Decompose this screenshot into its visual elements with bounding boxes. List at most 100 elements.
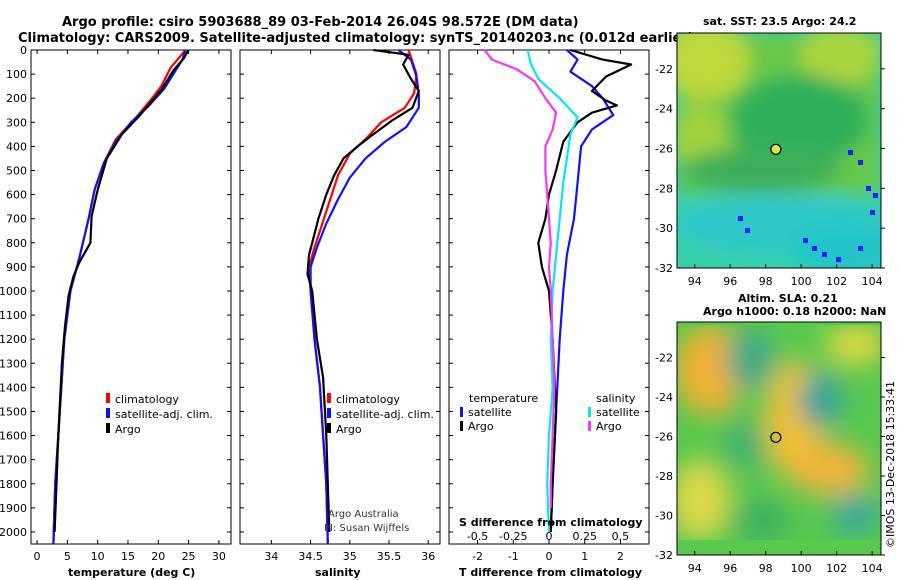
map-y-tick-label: -30 [655,510,673,523]
x-tick-label: 5 [64,550,71,563]
legend-label-s-satellite: satellite [596,406,640,419]
salinity-profiles: 34 34.5 35 35.5 36 [264,48,435,563]
depth-tick-label: 200 [6,92,27,105]
x-tick-label: 20 [151,550,165,563]
sst-gap [836,257,841,262]
map-x-tick-label: 104 [862,562,883,575]
difference-profiles: -2 -1 0 1 2 -0.5 -0.25 0 0.25 0.5 [467,48,633,563]
sla-map: Altim. SLA: 0.21 Argo h1000: 0.18 h2000:… [655,292,886,575]
legend-swatch-t-argo [460,421,463,431]
x2-tick-label: -0.5 [467,530,488,543]
depth-tick-label: 500 [6,164,27,177]
legend-swatch-climatology [327,393,331,403]
salinity-axis-label: salinity [315,566,361,579]
depth-tick-label: 700 [6,213,27,226]
figure-title-line1: Argo profile: csiro 5903688_89 03-Feb-20… [62,15,579,30]
map-x-tick-label: 100 [791,562,812,575]
sla-high [790,445,870,495]
series-line-t-satellite [549,49,615,533]
map-y-tick-label: -28 [655,182,673,195]
sst-gap [873,193,878,198]
map-x-tick-label: 98 [759,562,773,575]
credit-line1: Argo Australia [328,509,399,520]
figure-title-line2: Climatology: CARS2009. Satellite-adjuste… [18,31,694,46]
sst-cool-patch [790,225,881,268]
x-tick-label: 10 [91,550,105,563]
map-x-tick-label: 96 [723,275,737,288]
depth-tick-label: 600 [6,189,27,202]
map-x-tick-label: 96 [723,562,737,575]
sst-gap [858,246,863,251]
sst-gap [822,252,827,257]
difference-axis-label: T difference from climatology [459,566,642,579]
legend-label-s-argo: Argo [596,420,622,433]
argo-position-marker [770,431,782,443]
map-x-tick-label: 102 [826,275,847,288]
legend-swatch-t-satellite [460,407,463,417]
sst-cool-patch [730,75,870,165]
map-y-tick-label: -22 [655,63,673,76]
legend-swatch-s-satellite [588,407,591,417]
sst-gap [870,210,875,215]
legend-swatch-satellite [327,408,331,418]
x-tick-label: 15 [121,550,135,563]
x-tick-label: 34 [264,550,278,563]
depth-tick-label: 300 [6,116,27,129]
map-x-tick-label: 94 [688,275,702,288]
x-tick-label: 35 [343,550,357,563]
legend-label-argo: Argo [115,423,141,436]
sst-gap [738,216,743,221]
map-y-tick-label: -22 [655,352,673,365]
argo-position-marker [770,143,782,155]
legend-label-satellite: satellite-adj. clim. [115,408,213,421]
sst-gap [812,246,817,251]
x-tick-label: 2 [617,550,624,563]
x-tick-label: 35.5 [377,550,402,563]
map-y-tick-label: -24 [655,103,673,116]
map-y-tick-label: -26 [655,431,673,444]
x-tick-label: 25 [182,550,196,563]
depth-tick-label: 1600 [0,430,27,443]
sst-map-frame [676,32,882,269]
sst-map-axes: 94 96 98 100 102 104 -22 -24 -26 -28 -30 -32 [655,63,885,288]
sst-gap [803,238,808,243]
x-tick-label: 36 [421,550,435,563]
x-tick-label: 30 [212,550,226,563]
map-x-tick-label: 104 [862,275,883,288]
x2-tick-label: 0.25 [572,530,597,543]
depth-tick-label: 1100 [0,309,27,322]
depth-tick-label: 1900 [0,502,27,515]
legend-title-temperature: temperature [469,392,538,405]
legend-label-argo: Argo [336,423,362,436]
legend-label-satellite: satellite-adj. clim. [336,408,434,421]
depth-tick-label: 1700 [0,454,27,467]
depth-tick-label: 400 [6,140,27,153]
depth-tick-label: 800 [6,237,27,250]
legend-swatch-s-argo [588,421,591,431]
x-tick-label: -2 [472,550,483,563]
sst-gap [866,186,871,191]
salinity-legend: climatology satellite-adj. clim. Argo [327,393,434,436]
sla-map-subtitle: Argo h1000: 0.18 h2000: NaN [703,305,886,318]
series-line-argo [53,49,190,533]
depth-tick-label: 1000 [0,285,27,298]
legend-label-climatology: climatology [115,393,179,406]
legend-label-climatology: climatology [336,393,400,406]
sst-warm-patch [800,33,880,85]
depth-tick-label: 1300 [0,357,27,370]
map-y-tick-label: -24 [655,391,673,404]
legend-swatch-climatology [106,393,110,403]
legend-swatch-argo [106,423,110,433]
map-x-tick-label: 94 [688,562,702,575]
sla-map-frame [676,321,882,556]
series-line-climatology [52,49,187,545]
sla-low [723,420,767,470]
series-line-argo [306,48,420,533]
salinity-difference-label: S difference from climatology [459,516,643,529]
sla-high [677,460,730,540]
map-x-tick-label: 98 [759,275,773,288]
depth-tick-label: 1400 [0,381,27,394]
x2-tick-label: 0.5 [612,530,630,543]
depth-tick-label: 900 [6,261,27,274]
